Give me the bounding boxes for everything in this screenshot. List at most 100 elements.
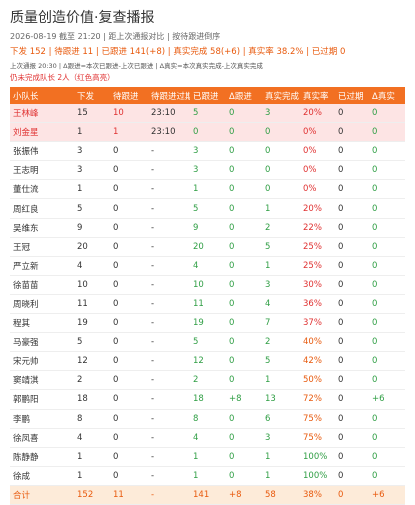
- table-cell: 0: [335, 104, 369, 124]
- table-cell: 0: [369, 218, 405, 238]
- table-cell: 0: [110, 370, 148, 391]
- table-cell: 10: [190, 275, 226, 295]
- table-cell: 0: [335, 428, 369, 448]
- table-cell: -: [148, 389, 190, 410]
- table-cell: 3: [190, 160, 226, 181]
- column-header: Δ跟进: [226, 87, 262, 104]
- table-cell: 4: [190, 256, 226, 276]
- table-cell: 8: [190, 409, 226, 429]
- table-cell: 0: [335, 294, 369, 315]
- table-cell: 22%: [300, 218, 335, 238]
- table-cell: 0: [335, 466, 369, 486]
- column-header: 已过期: [335, 87, 369, 104]
- table-cell: 2: [262, 332, 300, 353]
- table-cell: 0: [369, 141, 405, 162]
- column-header: 真实率: [300, 87, 335, 104]
- table-cell: 0: [335, 370, 369, 391]
- table-cell: 3: [262, 428, 300, 448]
- table-cell: 152: [74, 485, 110, 505]
- table-cell: 周晓利: [10, 294, 74, 315]
- table-cell: 合计: [10, 485, 74, 505]
- table-cell: 0: [110, 198, 148, 219]
- table-cell: -: [148, 275, 190, 295]
- table-cell: 0%: [300, 141, 335, 162]
- table-cell: 9: [74, 218, 110, 238]
- table-cell: 程其: [10, 313, 74, 334]
- table-cell: 100%: [300, 466, 335, 486]
- table-row: 程其 19 0-19 0 7 37% 0 0: [10, 313, 405, 334]
- table-cell: 0: [226, 218, 262, 238]
- table-cell: 5: [190, 198, 226, 219]
- table-cell: 20%: [300, 104, 335, 124]
- column-header: 真实完成: [262, 87, 300, 104]
- table-cell: 0: [369, 447, 405, 467]
- table-row: 合计 152 11-141 +8 58 38% 0 +6: [10, 485, 405, 505]
- table-cell: 0: [369, 237, 405, 257]
- table-cell: 0: [226, 332, 262, 353]
- table-cell: 1: [190, 179, 226, 200]
- table-cell: 10: [110, 104, 148, 124]
- table-cell: 5: [74, 198, 110, 219]
- table-cell: -: [148, 218, 190, 238]
- table-cell: 58: [262, 485, 300, 505]
- table-cell: 15: [74, 104, 110, 124]
- table-cell: 1: [262, 370, 300, 391]
- table-cell: 8: [74, 409, 110, 429]
- table-cell: -: [148, 256, 190, 276]
- table-cell: 42%: [300, 351, 335, 372]
- table-cell: 0: [369, 370, 405, 391]
- table-row: 陈静静 1 0-1 0 1 100% 0 0: [10, 447, 405, 467]
- table-cell: 5: [190, 332, 226, 353]
- table-cell: 0: [226, 351, 262, 372]
- column-header: Δ真实: [369, 87, 405, 104]
- table-cell: 0: [335, 218, 369, 238]
- table-row: 李鹏 8 0-8 0 6 75% 0 0: [10, 409, 405, 429]
- table-cell: 1: [74, 122, 110, 143]
- table-cell: 0: [369, 198, 405, 219]
- table-cell: 0: [110, 409, 148, 429]
- table-cell: 11: [74, 294, 110, 315]
- title: 质量创造价值·复查播报: [10, 10, 155, 26]
- table-cell: 宋元帅: [10, 351, 74, 372]
- table-cell: 3: [262, 104, 300, 124]
- table-cell: 张振伟: [10, 141, 74, 162]
- table-cell: 0: [226, 122, 262, 143]
- table-cell: 13: [262, 389, 300, 410]
- table-cell: 3: [74, 160, 110, 181]
- table-cell: 郭鹏阳: [10, 389, 74, 410]
- table-cell: 徐苗苗: [10, 275, 74, 295]
- table-row: 马豪强 5 0-5 0 2 40% 0 0: [10, 332, 405, 353]
- table-cell: 0: [226, 428, 262, 448]
- table-cell: 5: [262, 351, 300, 372]
- table-cell: 7: [262, 313, 300, 334]
- table-cell: 0: [110, 332, 148, 353]
- table-cell: 12: [74, 351, 110, 372]
- table-cell: 0: [369, 351, 405, 372]
- table-cell: 0: [369, 409, 405, 429]
- table-cell: 0: [262, 160, 300, 181]
- table-cell: 0%: [300, 179, 335, 200]
- table-cell: +6: [369, 485, 405, 505]
- table-row: 窦靖淇 2 0-2 0 1 50% 0 0: [10, 370, 405, 391]
- table-cell: 20: [190, 237, 226, 257]
- table-cell: 0: [335, 313, 369, 334]
- table-cell: 0: [369, 104, 405, 124]
- table-cell: 0: [335, 198, 369, 219]
- table-cell: 0: [110, 447, 148, 467]
- table-cell: 0: [226, 447, 262, 467]
- table-cell: 0: [110, 218, 148, 238]
- table-row: 王冠 20 0-20 0 5 25% 0 0: [10, 237, 405, 257]
- table-cell: +8: [226, 485, 262, 505]
- table-cell: 25%: [300, 237, 335, 257]
- table-cell: 0: [110, 275, 148, 295]
- alert: 仍未完成队长 2人（红色高亮）: [10, 73, 115, 82]
- column-header: 已跟进: [190, 87, 226, 104]
- table-cell: 5: [262, 237, 300, 257]
- table-cell: 0: [369, 332, 405, 353]
- table-cell: 12: [190, 351, 226, 372]
- table-cell: -: [148, 141, 190, 162]
- table-cell: 0: [110, 256, 148, 276]
- table-cell: -: [148, 294, 190, 315]
- table-cell: 0%: [300, 122, 335, 143]
